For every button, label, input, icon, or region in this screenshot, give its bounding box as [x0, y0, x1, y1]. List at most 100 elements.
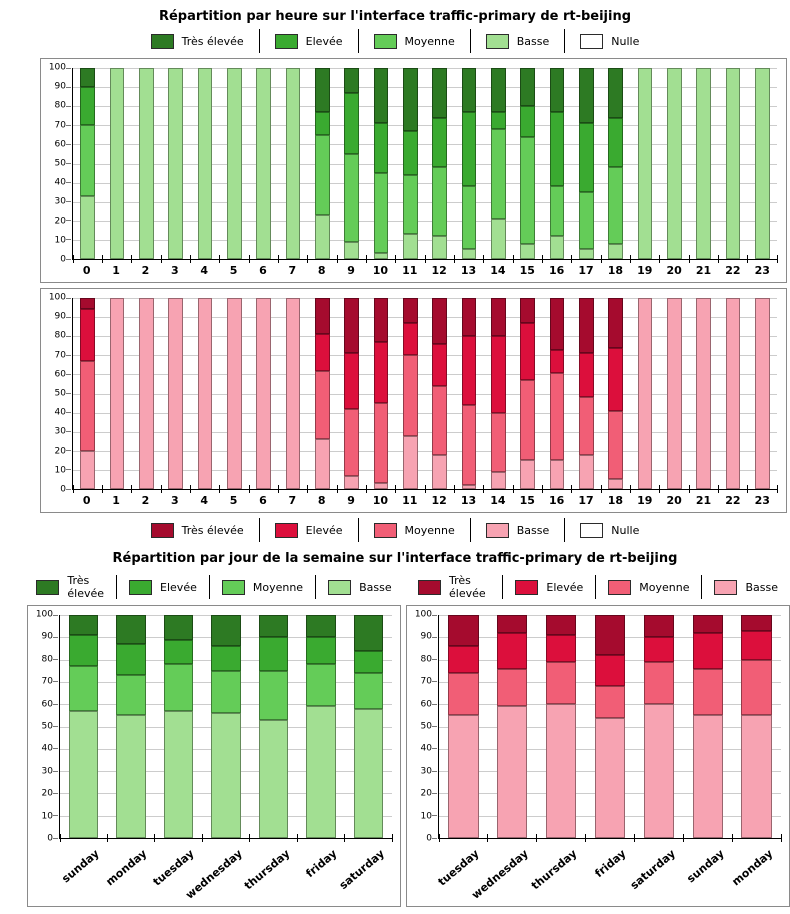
bar-slot — [718, 68, 747, 259]
bar-slot — [634, 615, 683, 838]
bar-segment-basse — [109, 68, 125, 259]
x-axis-tick — [717, 485, 719, 493]
hourly-green-chart: 0 10 20 30 40 50 60 70 80 90 100 0 1 2 3 4 5 6 7 8 9 10 11 12 1… — [40, 58, 787, 283]
bar-segment-elevee — [402, 322, 418, 356]
y-axis-tick — [66, 297, 71, 299]
y-axis-tick-label: 40 — [41, 743, 53, 754]
legend-item: Basse — [316, 579, 404, 595]
bar-slot — [396, 298, 425, 489]
gridline — [73, 182, 777, 184]
bar-slot — [718, 298, 747, 489]
y-axis-tick — [66, 373, 71, 375]
legend-swatch-nulle — [580, 33, 604, 49]
x-axis-label: 14 — [490, 264, 506, 277]
bar-segment-basse — [168, 68, 183, 259]
y-axis-tick — [53, 837, 58, 839]
bar-tuesday — [448, 615, 479, 838]
x-axis-label: 5 — [229, 494, 238, 507]
gridline — [73, 431, 777, 433]
x-axis-label: 6 — [259, 264, 267, 277]
x-axis-tick — [453, 255, 455, 263]
x-axis-label: 12 — [431, 494, 447, 507]
bar-segment-moyenne — [80, 125, 95, 196]
bar-segment-basse — [344, 241, 359, 259]
x-axis-label: 13 — [460, 264, 477, 277]
x-axis-labels: sunday monday tuesday wednesday thursday frid… — [59, 839, 392, 905]
bar-segment-tres_elevee — [461, 68, 477, 112]
y-axis-tick — [53, 703, 58, 705]
bar-slot — [345, 615, 392, 838]
bars-layer — [73, 68, 777, 259]
y-axis-tick-label: 10 — [41, 811, 53, 822]
legend-item: Très élevée — [136, 33, 259, 49]
x-axis-label: 10 — [372, 494, 389, 507]
x-axis-tick — [395, 255, 397, 263]
y-axis-tick — [432, 837, 437, 839]
bar-segment-elevee — [741, 630, 772, 660]
bar-segment-tres_elevee — [373, 298, 389, 342]
bar-slot — [542, 298, 571, 489]
x-axis-label: 4 — [200, 264, 209, 277]
plot-area — [432, 614, 782, 842]
x-axis-tick — [483, 255, 485, 263]
bar-segment-elevee — [344, 353, 359, 409]
bar-segment-tres_elevee — [461, 298, 477, 337]
bar-segment-tres_elevee — [116, 615, 146, 645]
bar-segment-elevee — [608, 347, 623, 411]
y-axis-tick-label: 60 — [41, 699, 53, 710]
bar-segment-tres_elevee — [211, 615, 241, 647]
bar-segment-basse — [258, 719, 289, 838]
x-axis-tick — [72, 485, 74, 493]
bar-slot — [630, 68, 659, 259]
x-axis-label: 9 — [347, 264, 355, 277]
bar-slot — [630, 298, 659, 489]
gridline — [73, 469, 777, 471]
x-axis-tick — [747, 255, 749, 263]
x-axis-label: 15 — [519, 264, 535, 277]
x-axis-tick — [395, 485, 397, 493]
daily-red-legend: Très élevée Elevée Moyenne Basse — [406, 574, 790, 600]
y-axis-tick — [66, 431, 71, 433]
bar-segment-elevee — [497, 632, 528, 669]
x-axis-tick — [201, 834, 203, 842]
x-axis-label: 9 — [347, 494, 355, 507]
bar-17 — [578, 298, 594, 489]
bar-segment-tres_elevee — [490, 298, 506, 337]
bar-segment-moyenne — [490, 412, 506, 472]
bar-slot — [190, 68, 219, 259]
x-axis-label: 6 — [259, 494, 267, 507]
y-axis-tick — [432, 681, 437, 683]
bar-segment-elevee — [211, 646, 241, 671]
bar-segment-basse — [256, 298, 271, 489]
bar-0 — [80, 68, 95, 259]
bar-slot — [102, 68, 131, 259]
bar-segment-basse — [490, 471, 506, 489]
bar-8 — [314, 68, 330, 259]
legend-separator — [502, 575, 504, 599]
x-axis-tick — [154, 834, 156, 842]
x-axis-tick — [682, 834, 684, 842]
x-axis-tick — [600, 485, 602, 493]
x-axis-label-sunday: sunday — [59, 847, 102, 886]
x-axis-label: 7 — [288, 494, 297, 507]
bar-segment-basse — [725, 298, 741, 489]
y-axis-tick-label: 100 — [48, 62, 66, 73]
x-axis-tick — [776, 485, 778, 493]
legend-separator — [258, 518, 260, 542]
bar-slot — [425, 298, 454, 489]
x-axis-label-monday: monday — [729, 847, 776, 889]
bar-segment-tres_elevee — [80, 68, 95, 88]
x-axis-tick — [277, 255, 279, 263]
bar-segment-elevee — [116, 644, 146, 676]
bar-segment-tres_elevee — [258, 615, 289, 638]
bar-17 — [578, 68, 594, 259]
bar-slot — [439, 615, 488, 838]
y-axis-tick-label: 30 — [54, 426, 66, 437]
bar-segment-tres_elevee — [402, 68, 418, 132]
legend-label: Moyenne — [404, 34, 455, 48]
bar-segment-basse — [80, 195, 95, 259]
bar-segment-basse — [754, 68, 770, 259]
bar-segment-tres_elevee — [448, 615, 479, 647]
bar-slot — [249, 298, 278, 489]
bar-segment-moyenne — [692, 668, 723, 716]
